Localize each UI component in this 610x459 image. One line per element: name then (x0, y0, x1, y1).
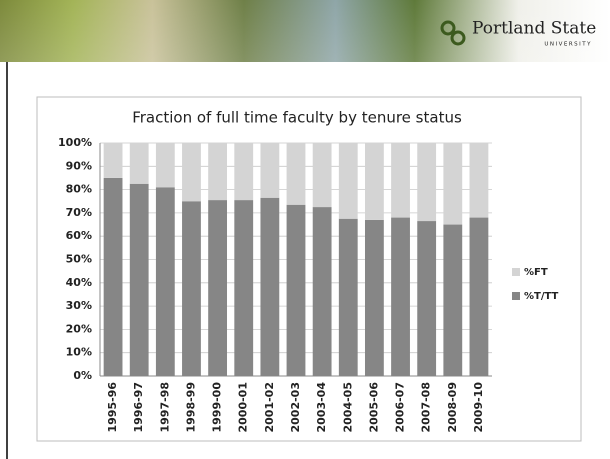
bar-segment (130, 143, 149, 184)
bar-segment (443, 225, 462, 376)
x-tick-label: 1996-97 (132, 382, 145, 433)
bar-segment (443, 143, 462, 225)
x-tick-label: 1997-98 (158, 382, 171, 433)
x-tick-label: 2006-07 (394, 382, 407, 433)
x-tick-label: 2002-03 (289, 382, 302, 433)
bar-segment (365, 143, 384, 220)
bar-segment (339, 143, 358, 219)
logo-text: Portland State (472, 19, 596, 39)
bar-segment (156, 187, 175, 376)
x-tick-label: 2009-10 (472, 382, 485, 433)
y-tick-label: 20% (66, 322, 92, 335)
bar-segment (234, 200, 253, 376)
bar-segment (104, 178, 123, 376)
legend-label: %FT (524, 267, 548, 278)
x-tick-label: 1995-96 (106, 382, 119, 433)
legend-label: %T/TT (524, 291, 559, 302)
y-tick-label: 80% (66, 183, 92, 196)
bar-segment (208, 143, 227, 200)
bar-segment (313, 207, 332, 376)
bar-segment (260, 198, 279, 376)
bar-segment (470, 143, 489, 218)
y-tick-label: 40% (66, 276, 92, 289)
y-tick-label: 70% (66, 206, 92, 219)
slide: Portland State UNIVERSITY Fraction of fu… (0, 0, 610, 459)
x-tick-label: 2003-04 (315, 382, 328, 433)
bar-segment (391, 218, 410, 376)
x-tick-label: 2001-02 (263, 382, 276, 433)
bar-segment (208, 200, 227, 376)
x-tick-label: 2007-08 (420, 382, 433, 433)
bar-segment (130, 184, 149, 376)
y-tick-label: 50% (66, 253, 92, 266)
bar-segment (182, 201, 201, 376)
bar-segment (234, 143, 253, 200)
bar-segment (104, 143, 123, 178)
y-tick-label: 0% (73, 369, 92, 382)
bar-segment (391, 143, 410, 218)
x-tick-label: 2005-06 (367, 382, 380, 433)
y-tick-label: 30% (66, 299, 92, 312)
legend-swatch (512, 292, 520, 300)
bar-segment (470, 218, 489, 376)
chart-title: Fraction of full time faculty by tenure … (132, 109, 462, 127)
x-tick-label: 1998-99 (184, 382, 197, 433)
bar-segment (417, 143, 436, 221)
bar-segment (287, 205, 306, 376)
bar-segment (182, 143, 201, 201)
legend-swatch (512, 268, 520, 276)
y-tick-label: 90% (66, 159, 92, 172)
logo-subtext: UNIVERSITY (544, 42, 592, 48)
bar-segment (313, 143, 332, 207)
y-tick-label: 60% (66, 229, 92, 242)
x-tick-label: 2000-01 (237, 382, 250, 433)
bar-segment (339, 219, 358, 376)
bar-segment (417, 221, 436, 376)
bar-segment (365, 220, 384, 376)
x-tick-label: 1999-00 (211, 382, 224, 433)
y-tick-label: 100% (58, 136, 92, 149)
bar-segment (260, 143, 279, 198)
y-tick-label: 10% (66, 346, 92, 359)
bar-segment (287, 143, 306, 205)
x-tick-label: 2008-09 (446, 382, 459, 433)
bar-segment (156, 143, 175, 187)
x-tick-label: 2004-05 (341, 382, 354, 433)
